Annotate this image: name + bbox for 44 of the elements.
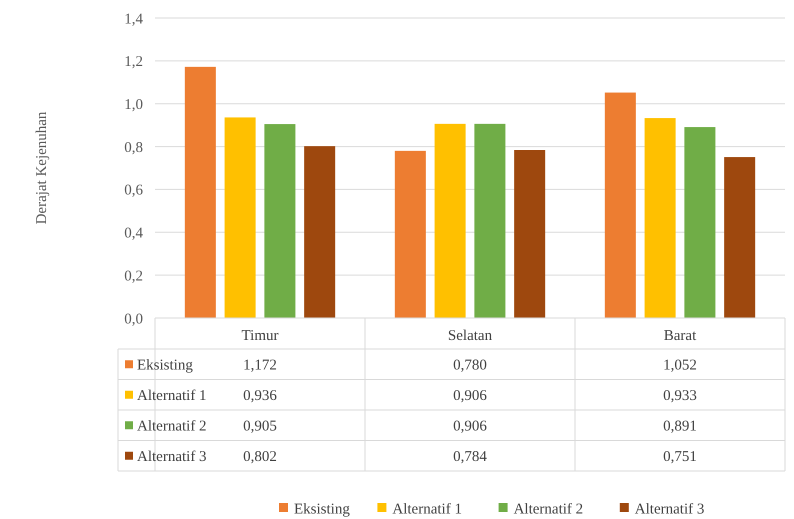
y-tick-label: 0,2 — [124, 268, 143, 284]
data-label: 0,802 — [243, 449, 277, 465]
bar — [304, 146, 336, 318]
data-label: 1,172 — [243, 358, 277, 374]
legend-label: Alternatif 3 — [137, 449, 207, 465]
y-tick-label: 1,2 — [124, 54, 143, 70]
x-tick-label: Barat — [664, 328, 698, 344]
y-tick-label: 0,8 — [124, 140, 143, 156]
text: Eksisting — [294, 501, 350, 518]
bar — [434, 124, 466, 318]
bar — [264, 124, 296, 318]
bar — [514, 150, 546, 318]
data-label: 0,936 — [243, 388, 278, 404]
data-label: 0,784 — [453, 449, 488, 465]
y-tick-label: 0,6 — [124, 182, 144, 199]
data-label: 0,933 — [663, 388, 697, 404]
bar — [644, 118, 676, 318]
bar — [224, 117, 256, 318]
y-axis-title: Derajat Kejenuhan — [34, 111, 50, 224]
data-label: 0,906 — [453, 418, 488, 434]
data-label: 1,052 — [663, 358, 697, 374]
legend-label: Eksisting — [137, 358, 194, 374]
legend-label: Alternatif 2 — [137, 418, 207, 434]
data-label: 0,905 — [243, 418, 277, 434]
bar — [474, 124, 506, 318]
data-label: 0,906 — [453, 388, 488, 404]
bar — [184, 66, 216, 318]
y-tick-label: 0,0 — [124, 311, 143, 328]
y-tick-label: 1,0 — [124, 96, 143, 113]
x-tick-label: Selatan — [448, 328, 493, 344]
y-tick-label: 1,4 — [124, 11, 144, 28]
bar — [724, 157, 756, 318]
bar — [684, 127, 716, 318]
legend-label: Alternatif 1 — [137, 388, 207, 404]
data-label: 0,780 — [453, 358, 487, 374]
text: Alternatif 2 — [514, 501, 584, 518]
text: Alternatif 3 — [634, 501, 704, 518]
y-tick-label: 0,4 — [124, 226, 144, 242]
bar — [604, 92, 636, 318]
text: Alternatif 1 — [392, 501, 462, 518]
data-label: 0,751 — [663, 449, 697, 465]
bar — [394, 150, 426, 318]
data-label: 0,891 — [663, 418, 697, 434]
x-tick-label: Timur — [242, 328, 278, 344]
